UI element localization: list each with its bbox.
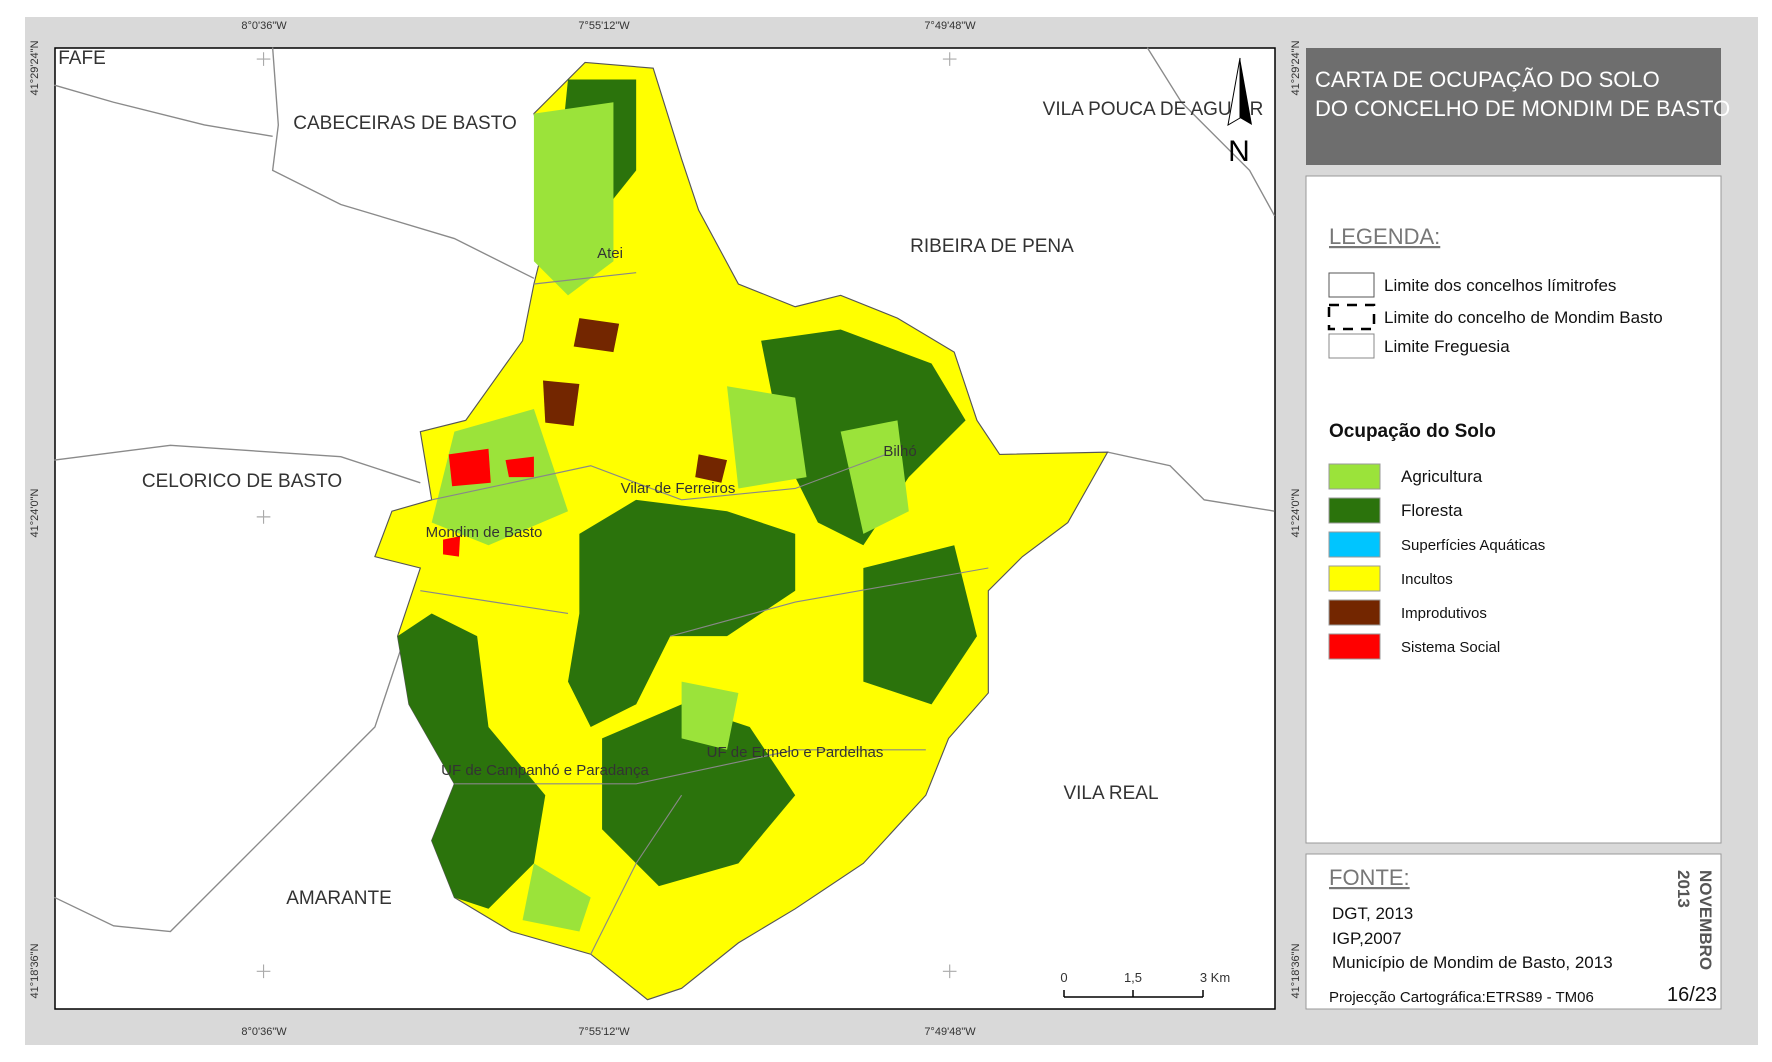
legend-swatch — [1328, 565, 1381, 592]
land-use-patch — [443, 536, 461, 557]
parish-label: UF de Ermelo e Pardelhas — [707, 744, 884, 761]
date: NOVEMBRO — [1696, 870, 1715, 970]
source-line: IGP,2007 — [1332, 929, 1402, 948]
legend-swatch — [1328, 531, 1381, 558]
land-use-patch — [573, 318, 620, 353]
land-use-patch — [397, 613, 546, 909]
parish-label: Mondim de Basto — [426, 524, 543, 541]
scale-bar: 0 1,5 3 Km — [1060, 970, 1230, 998]
land-use-patch — [695, 454, 728, 483]
land-use-patch — [448, 448, 491, 487]
land-use-patch — [543, 380, 580, 426]
source-line: Município de Mondim de Basto, 2013 — [1332, 953, 1613, 972]
land-use-patch — [505, 456, 534, 478]
legend-label: Floresta — [1401, 501, 1463, 520]
date: 2013 — [1674, 870, 1693, 908]
legend-swatch — [1328, 599, 1381, 626]
place-label: RIBEIRA DE PENA — [910, 236, 1074, 257]
parish-borders — [420, 272, 989, 955]
coord-label: 7°55'12"W — [578, 20, 630, 32]
coord-label: 41°18'36"N — [1290, 943, 1302, 998]
land-use-patch — [840, 420, 909, 534]
place-label: VILA POUCA DE AGUIAR — [1043, 99, 1264, 120]
legend-swatch — [1328, 633, 1381, 660]
legend-title: LEGENDA: — [1329, 224, 1440, 249]
legend-swatch — [1328, 497, 1381, 524]
map-title: DO CONCELHO DE MONDIM DE BASTO — [1315, 96, 1730, 121]
legend-label: Agricultura — [1401, 467, 1483, 486]
legend-subtitle: Ocupação do Solo — [1329, 421, 1496, 442]
legend-label: Limite dos concelhos límitrofes — [1384, 276, 1616, 295]
legend-symbol — [1328, 272, 1375, 298]
coord-label: 41°29'24"N — [1290, 40, 1302, 95]
legend-label: Limite do concelho de Mondim Basto — [1384, 308, 1663, 327]
coord-label: 7°55'12"W — [578, 1026, 630, 1038]
coord-label: 41°24'0"N — [29, 488, 41, 537]
north-arrow: N — [1227, 57, 1252, 168]
source-box — [1305, 853, 1722, 1010]
title-box — [1306, 48, 1721, 165]
page-number: 16/23 — [1667, 984, 1717, 1006]
north-label: N — [1228, 135, 1250, 168]
parish-label: Vilar de Ferreiros — [621, 480, 736, 497]
coord-label: 41°29'24"N — [29, 40, 41, 95]
neighbour-borders — [54, 47, 1276, 933]
map-title: CARTA DE OCUPAÇÃO DO SOLO — [1315, 67, 1660, 92]
coord-label: 8°0'36"W — [241, 1026, 287, 1038]
legend-label: Sistema Social — [1401, 639, 1500, 656]
land-use-patches — [397, 79, 977, 932]
legend-symbol — [1327, 303, 1376, 331]
legend-swatch — [1328, 463, 1381, 490]
parish-label: UF de Campanhó e Paradança — [441, 762, 649, 779]
scale-label: 0 — [1060, 970, 1067, 985]
coord-label: 41°18'36"N — [29, 943, 41, 998]
parish-label: Atei — [597, 245, 623, 262]
coord-label: 8°0'36"W — [241, 20, 287, 32]
projection: Projecção Cartográfica:ETRS89 - TM06 — [1329, 989, 1594, 1006]
land-use-patch — [568, 499, 796, 728]
source-title: FONTE: — [1329, 865, 1410, 890]
legend-label: Superfícies Aquáticas — [1401, 537, 1545, 554]
scale-label: 1,5 — [1124, 970, 1142, 985]
land-use-patch — [681, 681, 739, 750]
place-label: AMARANTE — [286, 888, 392, 909]
land-use-legend: Agricultura Floresta Superfícies Aquáticas… — [1328, 463, 1545, 660]
legend-symbol — [1328, 333, 1375, 359]
land-use-patch — [602, 704, 796, 887]
legend-label: Limite Freguesia — [1384, 337, 1510, 356]
coord-label: 41°24'0"N — [1290, 488, 1302, 537]
place-label: VILA REAL — [1063, 783, 1158, 804]
parish-label: Bilhó — [883, 443, 916, 460]
land-use-patch — [522, 863, 591, 932]
place-label: CABECEIRAS DE BASTO — [293, 113, 517, 134]
place-label: FAFE — [58, 48, 106, 69]
legend-label: Incultos — [1401, 571, 1453, 588]
coord-label: 7°49'48"W — [924, 1026, 976, 1038]
place-label: CELORICO DE BASTO — [142, 471, 342, 492]
land-use-patch — [431, 408, 568, 546]
land-use-patch — [533, 102, 614, 296]
legend-label: Improdutivos — [1401, 605, 1487, 622]
map-body — [54, 47, 1276, 1001]
source-line: DGT, 2013 — [1332, 904, 1413, 923]
scale-label: 3 Km — [1200, 970, 1230, 985]
coord-label: 7°49'48"W — [924, 20, 976, 32]
land-use-patch — [727, 386, 807, 489]
